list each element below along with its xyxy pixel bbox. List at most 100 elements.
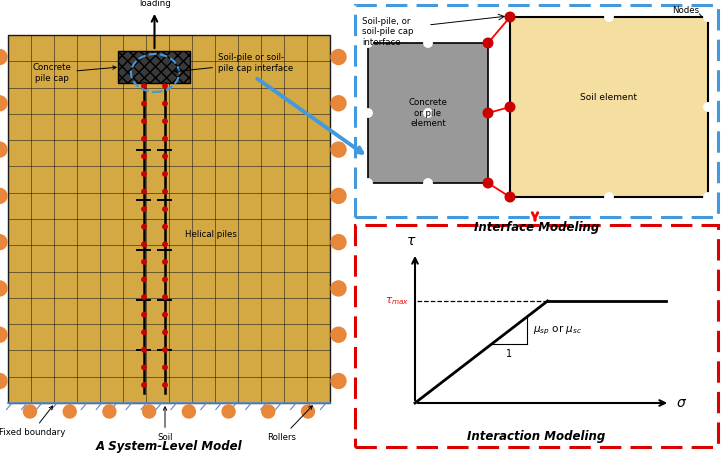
Circle shape [0, 50, 7, 65]
Text: $\mu_{sp}$ or $\mu_{sc}$: $\mu_{sp}$ or $\mu_{sc}$ [533, 324, 582, 337]
Circle shape [163, 84, 167, 88]
Circle shape [163, 295, 167, 299]
Text: Fixed boundary: Fixed boundary [0, 406, 65, 437]
Circle shape [142, 260, 146, 264]
Circle shape [103, 405, 116, 418]
Text: Soil-pile or soil-
pile cap interface: Soil-pile or soil- pile cap interface [175, 53, 294, 73]
Circle shape [163, 154, 167, 158]
Circle shape [163, 172, 167, 176]
Circle shape [505, 192, 515, 202]
Circle shape [163, 136, 167, 141]
Circle shape [484, 39, 492, 47]
Circle shape [605, 193, 613, 201]
Circle shape [142, 330, 146, 334]
Circle shape [142, 295, 146, 299]
Circle shape [331, 188, 346, 203]
Circle shape [364, 39, 372, 47]
Bar [355, 225, 718, 447]
Circle shape [142, 136, 146, 141]
Circle shape [703, 13, 712, 21]
Circle shape [484, 179, 492, 187]
Text: Soil-pile, or
soil-pile cap
interface: Soil-pile, or soil-pile cap interface [362, 17, 414, 47]
Circle shape [142, 348, 146, 352]
Circle shape [142, 119, 146, 123]
Text: Concrete
or pile
element: Concrete or pile element [408, 98, 448, 128]
Circle shape [142, 405, 155, 418]
Circle shape [331, 374, 346, 389]
Circle shape [24, 405, 36, 418]
Text: $\tau$: $\tau$ [406, 234, 416, 248]
Circle shape [142, 383, 146, 387]
Circle shape [163, 313, 167, 317]
Circle shape [142, 224, 146, 229]
Text: Helical piles: Helical piles [185, 231, 237, 239]
Circle shape [142, 277, 146, 282]
Circle shape [142, 84, 146, 88]
Circle shape [605, 13, 613, 21]
Circle shape [163, 330, 167, 334]
Circle shape [331, 50, 346, 65]
Circle shape [0, 235, 7, 250]
Circle shape [142, 365, 146, 369]
Circle shape [142, 101, 146, 106]
Text: Nodes: Nodes [672, 6, 702, 17]
Circle shape [364, 109, 372, 117]
Circle shape [142, 242, 146, 247]
Bar [510, 17, 708, 197]
Bar [118, 51, 190, 83]
Bar [368, 43, 488, 183]
Circle shape [364, 179, 372, 187]
Text: Concrete
pile cap: Concrete pile cap [33, 63, 116, 83]
Circle shape [424, 179, 432, 187]
Circle shape [703, 193, 712, 201]
Text: Interaction Modeling: Interaction Modeling [467, 430, 606, 443]
Text: A System-Level Model: A System-Level Model [95, 440, 242, 453]
Circle shape [142, 172, 146, 176]
Text: Rollers: Rollers [268, 406, 312, 442]
Bar [355, 5, 718, 217]
Circle shape [163, 207, 167, 211]
Circle shape [142, 154, 146, 158]
Circle shape [142, 313, 146, 317]
Circle shape [0, 374, 7, 389]
Circle shape [142, 207, 146, 211]
Circle shape [163, 365, 167, 369]
Text: Soil: Soil [157, 407, 173, 442]
Circle shape [163, 348, 167, 352]
Text: $\sigma$: $\sigma$ [676, 396, 687, 410]
Circle shape [142, 189, 146, 194]
Circle shape [163, 189, 167, 194]
Circle shape [0, 281, 7, 296]
Circle shape [163, 260, 167, 264]
Circle shape [222, 405, 235, 418]
Circle shape [331, 96, 346, 111]
Circle shape [331, 142, 346, 157]
Text: 1: 1 [506, 349, 513, 359]
Circle shape [424, 109, 432, 117]
Circle shape [0, 142, 7, 157]
Circle shape [331, 235, 346, 250]
Circle shape [163, 119, 167, 123]
Circle shape [63, 405, 76, 418]
Circle shape [483, 38, 493, 48]
Circle shape [262, 405, 275, 418]
Circle shape [424, 39, 432, 47]
Circle shape [505, 12, 515, 22]
Circle shape [331, 281, 346, 296]
Circle shape [0, 188, 7, 203]
Circle shape [0, 327, 7, 342]
Text: Interface Modeling: Interface Modeling [474, 221, 599, 234]
Text: Uplift or compression
loading: Uplift or compression loading [109, 0, 201, 8]
Circle shape [163, 101, 167, 106]
Text: Soil element: Soil element [581, 92, 638, 101]
Circle shape [182, 405, 195, 418]
Circle shape [331, 327, 346, 342]
Circle shape [301, 405, 315, 418]
Circle shape [483, 108, 493, 118]
Circle shape [0, 96, 7, 111]
Circle shape [163, 224, 167, 229]
Bar [8, 35, 330, 403]
Circle shape [163, 277, 167, 282]
Circle shape [483, 178, 493, 188]
Text: $\tau_{max}$: $\tau_{max}$ [385, 295, 409, 307]
